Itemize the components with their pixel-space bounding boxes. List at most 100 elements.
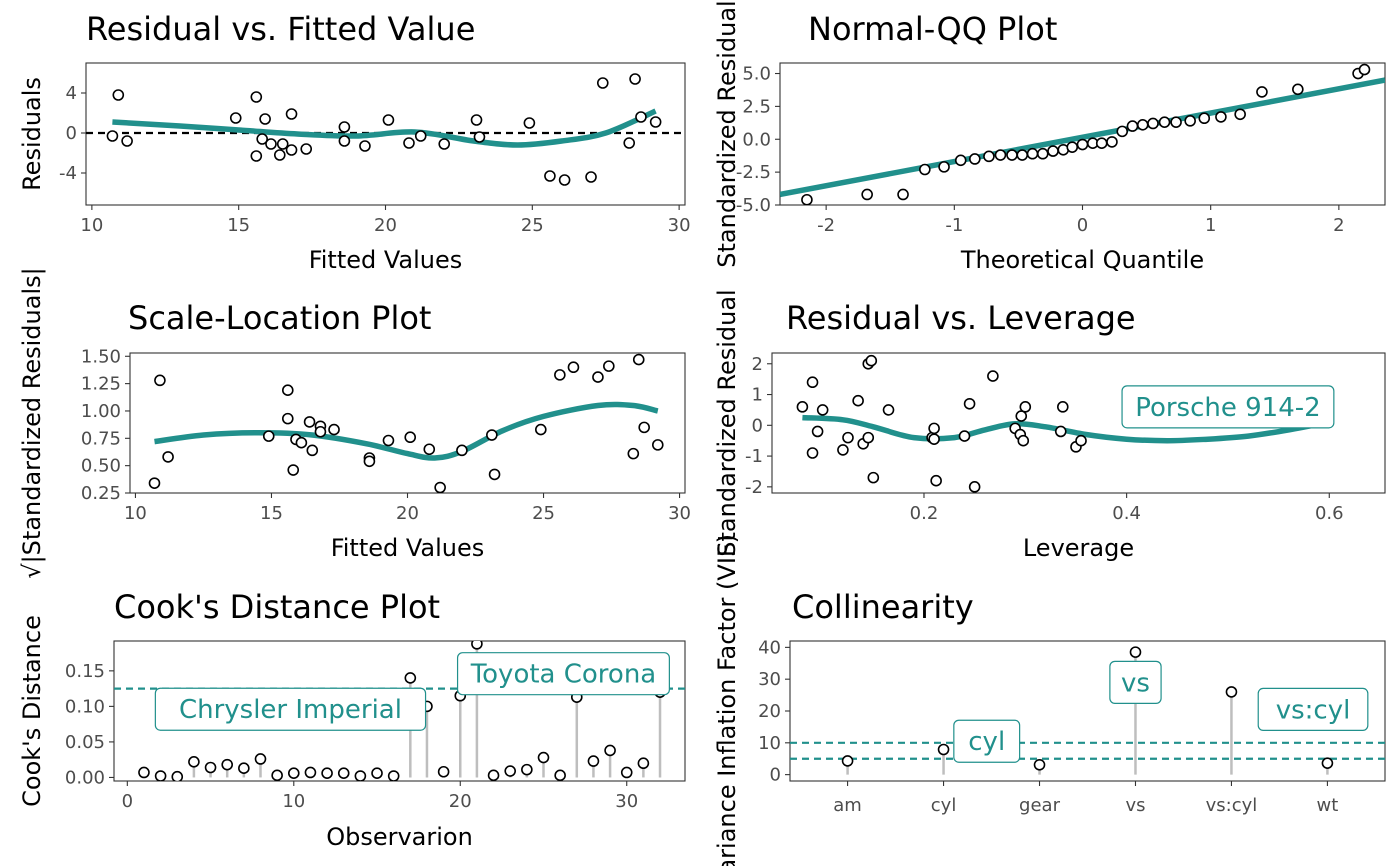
x-tick-label: vs:cyl [1206,795,1258,816]
data-point [994,149,1007,161]
data-point [1017,434,1030,447]
data-point [1126,120,1139,132]
x-tick-label: 30 [615,791,638,812]
data-point [987,370,999,382]
data-point [928,433,940,445]
data-point [404,431,417,444]
data-point [930,474,942,487]
y-axis-label: Standardized Residual [713,289,741,556]
data-point [148,477,161,489]
y-tick-label: 10 [758,733,781,754]
x-tick-label: gear [1019,795,1061,816]
x-tick-label: 10 [80,215,103,236]
lollipop-point [1225,686,1238,698]
data-point [403,137,415,149]
label-box [953,719,1021,763]
y-tick-label: 0 [66,123,77,144]
panel-p6: Collinearity 0 10 20 30 40 am cyl gear vs vs:cyl wt… [713,534,1386,866]
data-point [1292,83,1304,96]
x-tick-label: 25 [521,215,544,236]
x-tick-label: -2 [817,215,835,236]
data-point [285,144,298,156]
x-tick-label: 0 [1077,215,1088,236]
lollipop-point [487,769,500,781]
lollipop-point [587,755,600,767]
y-tick-label: 0.25 [81,483,121,504]
panel-p3: Scale-Location Plot 0.25 0.50 0.75 1.00 1.25 1… [18,267,691,578]
smooth-curve [802,414,1330,444]
data-point [1076,138,1089,151]
x-tick-label: 30 [668,503,691,524]
data-point [338,135,351,147]
data-point [801,193,813,205]
data-point [865,354,878,367]
y-tick-label: 0.05 [65,732,105,753]
data-point [968,481,981,493]
data-point [558,174,571,186]
data-point [328,423,340,436]
data-point [862,431,875,444]
data-point [938,161,950,173]
label-box [154,687,427,731]
data-point [265,138,277,150]
data-point [816,404,829,416]
y-tick-label: 0.00 [65,767,105,788]
panel-p5: Cook's Distance Plot 0.00 0.05 0.10 0.15 0 10 2… [18,588,686,851]
data-point [1358,63,1371,76]
y-tick-label: 30 [758,669,781,690]
data-point [1147,117,1159,130]
lollipop-point [604,744,616,757]
data-point [603,360,615,372]
label-text: Chrysler Imperial [179,695,402,725]
x-tick-label: 20 [374,215,397,236]
y-tick-label: -4 [59,163,77,184]
plot-frame [113,640,686,782]
panel-p1: Residual vs. Fitted Value -4 0 4 10 15 20 25 30 F… [18,10,691,274]
data-point [1158,116,1171,128]
data-point [596,77,609,89]
lollipop-point [188,756,200,768]
data-point [592,371,604,383]
y-tick-label: 0 [752,415,763,436]
data-point [1016,149,1029,161]
data-point [1026,147,1039,160]
data-point [1036,147,1049,160]
data-point [1170,116,1182,128]
data-point [651,439,664,451]
data-point [632,353,645,366]
x-tick-label: 20 [449,791,472,812]
plot-title: Residual vs. Fitted Value [86,10,475,48]
lollipop-point [354,770,367,781]
data-point [867,471,880,484]
y-tick-label: 0.50 [81,456,121,477]
data-point [1066,141,1079,153]
x-tick-label: 10 [282,791,305,812]
x-tick-label: cyl [931,795,957,816]
data-point [259,113,271,125]
data-point [256,133,268,145]
lollipop-point [337,767,350,779]
plot-frame [771,352,1386,494]
data-point [363,455,376,468]
label-box [1121,385,1335,429]
y-tick-label: 4 [66,83,77,104]
data-point [281,412,294,425]
plot-area [148,353,664,493]
lollipop-point [321,767,333,779]
data-point [897,188,909,201]
x-axis-label: Fitted Values [331,534,485,562]
data-point [1015,410,1028,422]
data-point [1056,401,1069,413]
label-box [1109,660,1162,704]
x-tick-label: 0.2 [910,503,939,524]
y-tick-label: 0.15 [65,661,105,682]
data-point [629,73,641,85]
panel-p4: Residual vs. Leverage -2 -1 0 1 2 0.2 0.4 0.6 Lev… [713,289,1386,562]
data-point [306,444,319,457]
data-point [162,451,174,463]
label-text: cyl [968,727,1005,757]
x-tick-label: 20 [396,503,419,524]
y-axis-label: Residuals [18,77,46,191]
y-axis-label: √|Standardized Residuals| [18,267,46,578]
lollipop-point [138,766,150,779]
